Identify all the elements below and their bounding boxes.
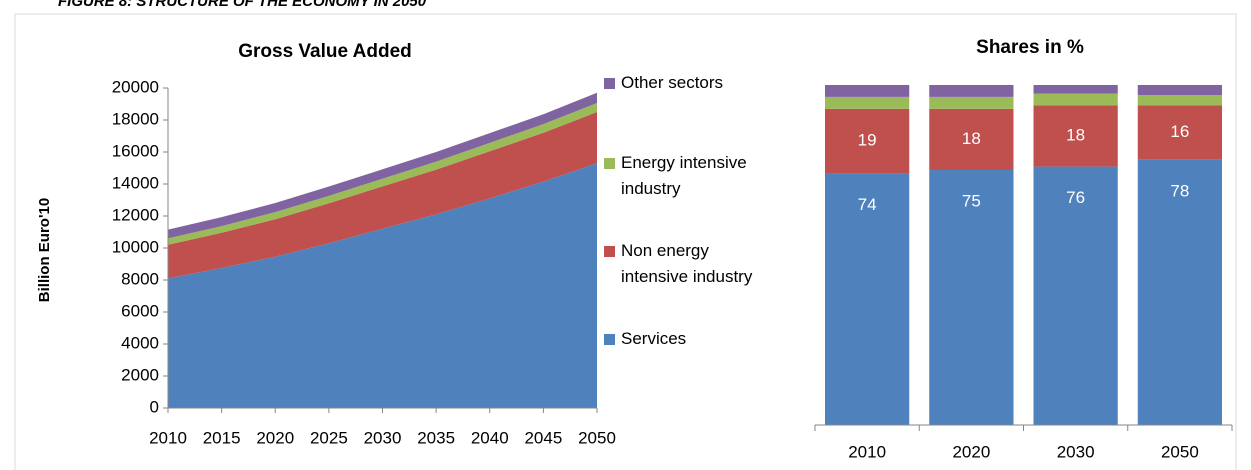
data-label: 19 [858, 130, 877, 149]
legend-swatch [604, 334, 615, 345]
legend-label: Other sectors [621, 73, 724, 92]
data-label: 18 [962, 129, 981, 148]
bar-segment [929, 170, 1014, 425]
area [168, 163, 597, 408]
bar-segment [1137, 105, 1222, 160]
bar-segment [1033, 105, 1118, 167]
bar-segment [1137, 159, 1222, 426]
data-label: 74 [858, 195, 877, 214]
chart-title: Shares in % [976, 37, 1084, 58]
area [168, 112, 597, 279]
data-label: 75 [962, 191, 981, 210]
y-tick-label: 8000 [121, 269, 159, 288]
x-tick-label: 2025 [310, 428, 348, 447]
x-tick-label: 2030 [364, 428, 402, 447]
data-label: 16 [1170, 122, 1189, 141]
x-tick-label: 2020 [952, 442, 990, 461]
y-tick-label: 12000 [112, 205, 159, 224]
area [168, 92, 597, 239]
bar-segment [825, 108, 910, 174]
y-tick-label: 10000 [112, 237, 159, 256]
legend-label: Energy intensive industry [621, 153, 747, 198]
x-tick-label: 2010 [149, 428, 187, 447]
y-tick-label: 6000 [121, 301, 159, 320]
legend-swatch [604, 78, 615, 89]
legend-label: Services [621, 329, 687, 348]
x-tick-label: 2045 [524, 428, 562, 447]
y-tick-label: 16000 [112, 141, 159, 160]
data-label: 76 [1066, 188, 1085, 207]
y-tick-label: 0 [150, 397, 159, 416]
legend-swatch [604, 158, 615, 169]
y-tick-label: 20000 [112, 77, 159, 96]
chart-title: Gross Value Added [238, 41, 412, 62]
data-label: 18 [1066, 125, 1085, 144]
x-tick-label: 2015 [203, 428, 241, 447]
x-tick-label: 2020 [256, 428, 294, 447]
figure-title: FIGURE 8: STRUCTURE OF THE ECONOMY IN 20… [58, 0, 427, 10]
bar-segment [1033, 166, 1118, 425]
x-tick-label: 2030 [1057, 442, 1095, 461]
legend-label: Non energy intensive industry [621, 241, 753, 286]
y-tick-label: 14000 [112, 173, 159, 192]
y-tick-label: 18000 [112, 109, 159, 128]
bar-segment [1033, 93, 1118, 106]
bar-segment [825, 96, 910, 109]
x-tick-label: 2010 [848, 442, 886, 461]
bar-segment [1033, 85, 1118, 94]
x-tick-label: 2050 [1161, 442, 1199, 461]
legend-swatch [604, 246, 615, 257]
y-tick-label: 2000 [121, 365, 159, 384]
bar-segment [929, 96, 1014, 109]
bar-segment [1137, 95, 1222, 106]
area [168, 103, 597, 245]
x-tick-label: 2050 [578, 428, 616, 447]
bar-segment [929, 85, 1014, 97]
bar-segment [825, 85, 910, 97]
y-tick-label: 4000 [121, 333, 159, 352]
bar-segment [1137, 85, 1222, 96]
bar-segment [825, 173, 910, 425]
x-tick-label: 2035 [417, 428, 455, 447]
y-axis-title: Billion Euro'10 [36, 198, 53, 302]
bar-segment [929, 108, 1014, 170]
x-tick-label: 2040 [471, 428, 509, 447]
data-label: 78 [1170, 181, 1189, 200]
